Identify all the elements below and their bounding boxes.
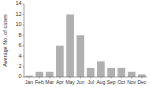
bar bbox=[87, 68, 95, 77]
x-axis-line bbox=[24, 77, 147, 78]
bars bbox=[25, 14, 145, 77]
y-axis-line bbox=[24, 4, 25, 77]
y-tick bbox=[23, 45, 25, 46]
y-tick bbox=[23, 77, 25, 78]
y-tick-label: 10 bbox=[15, 21, 21, 27]
x-tick-label: Oct bbox=[117, 79, 125, 85]
bar bbox=[77, 35, 85, 77]
x-tick-label: Dec bbox=[137, 79, 146, 85]
x-tick-label: Feb bbox=[35, 79, 44, 85]
axes: 0 2 4 6 8 10 12 14 JanFebMarAprMayJunJulAugSepOc… bbox=[15, 0, 147, 85]
x-tick-label: Apr bbox=[56, 79, 64, 85]
bar bbox=[97, 61, 105, 77]
bar bbox=[36, 72, 44, 77]
y-tick bbox=[23, 56, 25, 57]
bar bbox=[118, 68, 126, 77]
bar bbox=[46, 72, 54, 77]
y-tick-label: 12 bbox=[15, 11, 21, 17]
y-tick bbox=[23, 4, 25, 5]
bar bbox=[66, 14, 74, 77]
y-tick-label: 2 bbox=[18, 63, 21, 69]
x-tick-label: Sep bbox=[107, 79, 116, 85]
x-tick-label: May bbox=[65, 79, 75, 85]
y-tick-label: 8 bbox=[18, 32, 21, 38]
y-tick-label: 14 bbox=[15, 0, 21, 6]
x-tick-label: Jun bbox=[76, 79, 84, 85]
bar bbox=[107, 68, 115, 77]
bar bbox=[138, 74, 146, 77]
y-tick bbox=[23, 35, 25, 36]
y-tick-label: 0 bbox=[18, 73, 21, 79]
bar bbox=[128, 72, 136, 77]
y-tick bbox=[23, 14, 25, 15]
x-tick-label: Mar bbox=[45, 79, 54, 85]
x-tick-label: Aug bbox=[96, 79, 105, 85]
y-tick-label: 6 bbox=[18, 42, 21, 48]
bar bbox=[56, 46, 64, 77]
x-tick-label: Nov bbox=[127, 79, 136, 85]
x-tick-label: Jul bbox=[87, 79, 93, 85]
chart: 0 2 4 6 8 10 12 14 JanFebMarAprMayJunJulAugSepOc… bbox=[0, 0, 150, 87]
y-axis-label: Average No. of cases bbox=[2, 14, 8, 67]
y-tick-label: 4 bbox=[18, 53, 21, 59]
y-tick bbox=[23, 24, 25, 25]
y-tick bbox=[23, 66, 25, 67]
x-tick-label: Jan bbox=[25, 79, 33, 85]
